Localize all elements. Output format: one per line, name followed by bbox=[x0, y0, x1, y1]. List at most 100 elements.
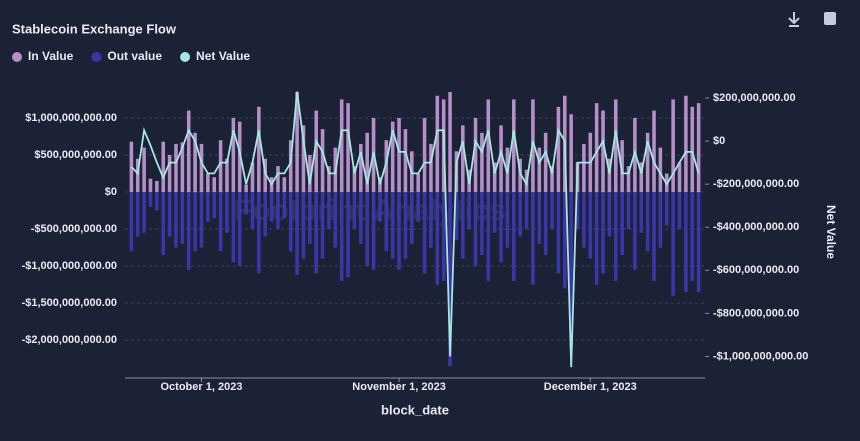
bar bbox=[645, 192, 650, 252]
menu-icon[interactable] bbox=[824, 12, 836, 25]
bar bbox=[161, 192, 166, 256]
bar bbox=[639, 162, 644, 193]
bar bbox=[550, 192, 554, 230]
bar bbox=[524, 192, 529, 230]
bar bbox=[505, 192, 510, 248]
bar bbox=[346, 192, 350, 278]
bar bbox=[696, 103, 701, 193]
bar bbox=[677, 162, 682, 193]
bar bbox=[480, 132, 484, 193]
bar bbox=[652, 192, 656, 281]
bar bbox=[155, 180, 159, 193]
bar bbox=[301, 192, 306, 259]
bar bbox=[288, 192, 293, 252]
bar bbox=[422, 117, 427, 193]
bar bbox=[237, 192, 242, 267]
bar bbox=[473, 117, 478, 193]
bar bbox=[518, 158, 522, 193]
bar bbox=[352, 192, 357, 230]
bar bbox=[461, 192, 465, 259]
bar bbox=[250, 192, 255, 230]
bar bbox=[582, 143, 586, 193]
bar bbox=[448, 192, 452, 367]
bar bbox=[206, 192, 210, 222]
bar bbox=[441, 192, 446, 281]
bar bbox=[314, 110, 318, 193]
y2-tick-label: -$200,000,000.00 bbox=[713, 178, 799, 190]
bar bbox=[690, 192, 695, 281]
bar bbox=[276, 166, 280, 193]
bar bbox=[378, 192, 382, 222]
bar bbox=[652, 110, 656, 193]
bar bbox=[250, 162, 255, 193]
bar bbox=[186, 192, 191, 270]
bar bbox=[365, 132, 369, 193]
bar bbox=[633, 192, 637, 270]
bar bbox=[148, 192, 153, 207]
bar bbox=[569, 192, 573, 348]
bar bbox=[142, 192, 146, 233]
bar bbox=[390, 192, 395, 259]
bar bbox=[467, 192, 471, 230]
bar bbox=[486, 99, 491, 193]
bar bbox=[308, 155, 312, 193]
bar bbox=[333, 192, 338, 248]
bar bbox=[378, 177, 382, 193]
bar bbox=[556, 192, 561, 274]
bar bbox=[613, 192, 618, 281]
bar bbox=[684, 192, 688, 293]
y-tick-label: -$1,000,000,000.00 bbox=[22, 260, 117, 272]
bar bbox=[397, 117, 401, 193]
bar bbox=[288, 140, 293, 193]
bar bbox=[225, 192, 229, 233]
bar bbox=[339, 99, 344, 193]
bar bbox=[537, 147, 542, 193]
bar bbox=[575, 192, 580, 230]
bar bbox=[416, 173, 420, 193]
bar bbox=[231, 192, 236, 263]
bar bbox=[512, 99, 516, 193]
bar bbox=[244, 184, 248, 193]
download-icon[interactable] bbox=[788, 12, 800, 27]
bar bbox=[135, 192, 140, 237]
bar bbox=[480, 192, 484, 256]
bar bbox=[403, 192, 408, 259]
y2-tick-label: -$600,000,000.00 bbox=[713, 264, 799, 276]
bar bbox=[601, 110, 605, 193]
y-tick-label: -$2,000,000,000.00 bbox=[22, 334, 117, 346]
bar bbox=[320, 192, 325, 259]
bar bbox=[448, 92, 452, 193]
bar bbox=[295, 92, 299, 193]
bar bbox=[499, 192, 503, 263]
bar bbox=[161, 141, 166, 193]
bar bbox=[422, 192, 427, 274]
y2-tick-label: -$1,000,000,000.00 bbox=[713, 350, 808, 362]
bar bbox=[269, 192, 274, 222]
legend-swatch bbox=[180, 52, 191, 62]
bar bbox=[155, 192, 159, 211]
bar bbox=[231, 117, 236, 193]
bar bbox=[531, 192, 535, 285]
line bbox=[130, 91, 700, 368]
bar bbox=[212, 192, 217, 218]
bar bbox=[186, 110, 191, 193]
bar bbox=[492, 192, 497, 233]
bar bbox=[626, 166, 631, 193]
bar bbox=[359, 192, 363, 244]
y2-tick-label: -$400,000,000.00 bbox=[713, 221, 799, 233]
bar bbox=[492, 162, 497, 193]
bar bbox=[167, 192, 172, 237]
bar bbox=[588, 192, 593, 259]
bar bbox=[142, 147, 146, 193]
bar bbox=[390, 121, 395, 193]
y-tick-label: $1,000,000,000.00 bbox=[25, 112, 117, 124]
bar bbox=[346, 103, 350, 193]
bar bbox=[327, 192, 331, 230]
bar bbox=[403, 129, 408, 193]
bar bbox=[435, 95, 440, 193]
bar bbox=[199, 143, 204, 193]
bar bbox=[429, 192, 433, 248]
legend-label: Net Value bbox=[196, 49, 250, 63]
